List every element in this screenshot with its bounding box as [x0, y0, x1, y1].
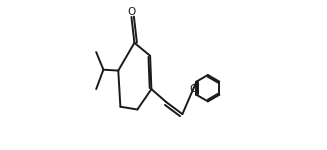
- Text: Cl: Cl: [189, 84, 199, 94]
- Text: O: O: [127, 7, 136, 17]
